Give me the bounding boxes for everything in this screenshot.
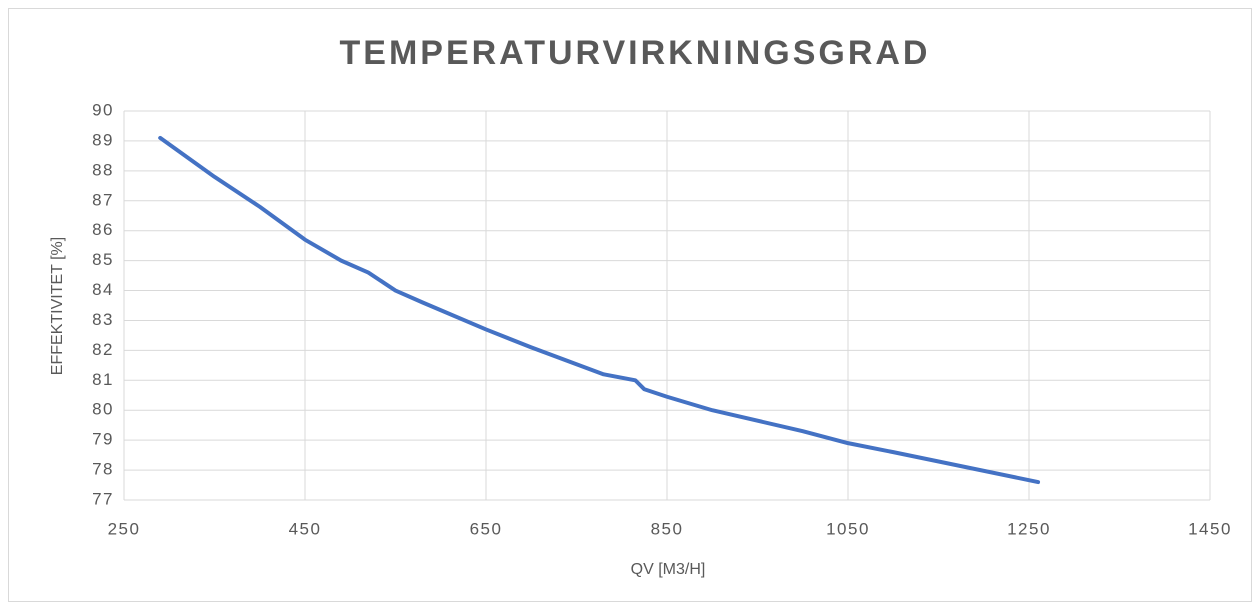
data-line xyxy=(158,135,1041,485)
y-tick-label: 77 xyxy=(92,489,114,508)
x-axis-label: QV [M3/H] xyxy=(631,561,706,578)
x-tick-label: 1250 xyxy=(1007,519,1051,538)
x-tick-label: 850 xyxy=(651,519,684,538)
y-tick-label: 82 xyxy=(92,340,114,359)
y-tick-label: 86 xyxy=(92,220,114,239)
y-axis-label: EFFEKTIVITET [%] xyxy=(49,237,66,375)
y-tick-label: 88 xyxy=(92,160,114,179)
y-tick-label: 84 xyxy=(92,280,114,299)
y-tick-label: 90 xyxy=(92,100,114,119)
chart-border xyxy=(8,8,1252,602)
y-tick-label: 89 xyxy=(92,130,114,149)
x-tick-label: 650 xyxy=(470,519,503,538)
y-tick-label: 81 xyxy=(92,370,114,389)
y-tick-label: 80 xyxy=(92,400,114,419)
y-tick-label: 87 xyxy=(92,190,114,209)
x-tick-label: 1050 xyxy=(826,519,870,538)
x-tick-label: 450 xyxy=(289,519,322,538)
y-tick-label: 79 xyxy=(92,430,114,449)
chart-title: TEMPERATURVIRKNINGSGRAD xyxy=(340,34,931,72)
y-tick-label: 83 xyxy=(92,310,114,329)
y-tick-label: 78 xyxy=(92,460,114,479)
y-tick-label: 85 xyxy=(92,250,114,269)
x-tick-label: 1450 xyxy=(1188,519,1232,538)
x-tick-label: 250 xyxy=(108,519,141,538)
